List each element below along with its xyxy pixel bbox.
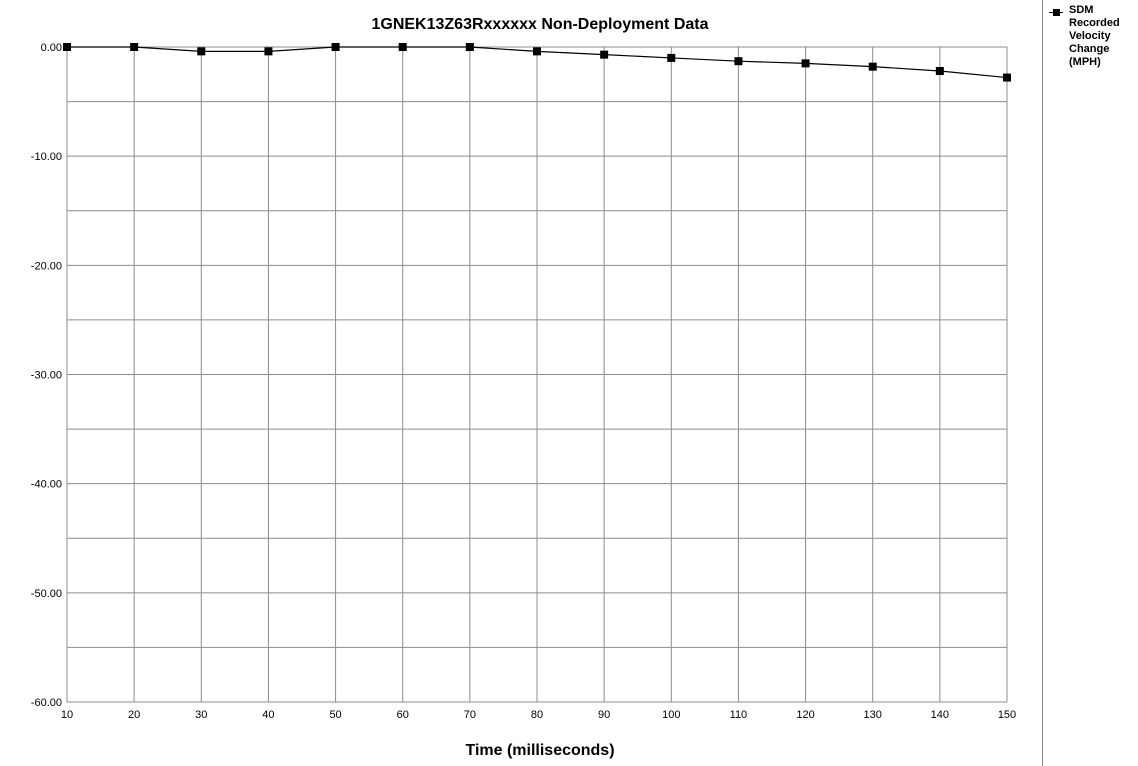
data-point-marker xyxy=(63,43,71,51)
x-tick-label: 130 xyxy=(864,709,882,721)
x-tick-label: 140 xyxy=(931,709,949,721)
data-point-marker xyxy=(734,57,743,66)
data-point-marker xyxy=(130,43,139,51)
chart-title: 1GNEK13Z63Rxxxxxx Non-Deployment Data xyxy=(371,16,709,33)
y-tick-label: -40.00 xyxy=(31,479,62,491)
y-tick-label: 0.00 xyxy=(41,42,62,54)
x-tick-label: 30 xyxy=(195,709,207,721)
data-point-marker xyxy=(868,62,877,71)
y-tick-label: -20.00 xyxy=(31,260,62,272)
data-point-marker xyxy=(935,67,944,76)
data-point-marker xyxy=(1003,73,1011,82)
plot-area: 0.00 -10.00 -20.00 -30.00 -40.00 -50.00 -60.00… xyxy=(31,42,1016,721)
data-point-marker xyxy=(600,50,609,59)
x-tick-label: 10 xyxy=(61,709,73,721)
data-point-marker xyxy=(197,47,206,56)
x-tick-label: 150 xyxy=(998,709,1016,721)
y-tick-label: -50.00 xyxy=(31,588,62,600)
x-tick-label: 20 xyxy=(128,709,140,721)
legend-item: SDM Recorded Velocity Change (MPH) xyxy=(1049,4,1135,69)
data-point-marker xyxy=(801,59,810,68)
x-tick-label: 110 xyxy=(730,709,748,721)
x-tick-label: 60 xyxy=(397,709,409,721)
legend-label: SDM Recorded Velocity Change (MPH) xyxy=(1069,4,1120,68)
legend: SDM Recorded Velocity Change (MPH) xyxy=(1042,0,1138,766)
x-tick-label: 80 xyxy=(531,709,543,721)
data-point-marker xyxy=(331,43,340,51)
x-tick-label: 40 xyxy=(262,709,274,721)
data-point-marker xyxy=(533,47,541,56)
x-axis-label: Time (milliseconds) xyxy=(465,742,615,759)
x-tick-label: 100 xyxy=(662,709,680,721)
y-tick-label: -60.00 xyxy=(31,697,62,709)
legend-swatch-icon xyxy=(1049,8,1063,18)
data-point-marker xyxy=(465,43,474,51)
data-point-marker xyxy=(667,53,676,62)
x-tick-label: 70 xyxy=(464,709,476,721)
x-tick-label: 120 xyxy=(796,709,814,721)
data-point-marker xyxy=(398,43,407,51)
data-point-marker xyxy=(264,47,273,56)
x-tick-label: 90 xyxy=(598,709,610,721)
x-tick-label: 50 xyxy=(329,709,341,721)
y-tick-label: -10.00 xyxy=(31,151,62,163)
y-tick-label: -30.00 xyxy=(31,370,62,382)
